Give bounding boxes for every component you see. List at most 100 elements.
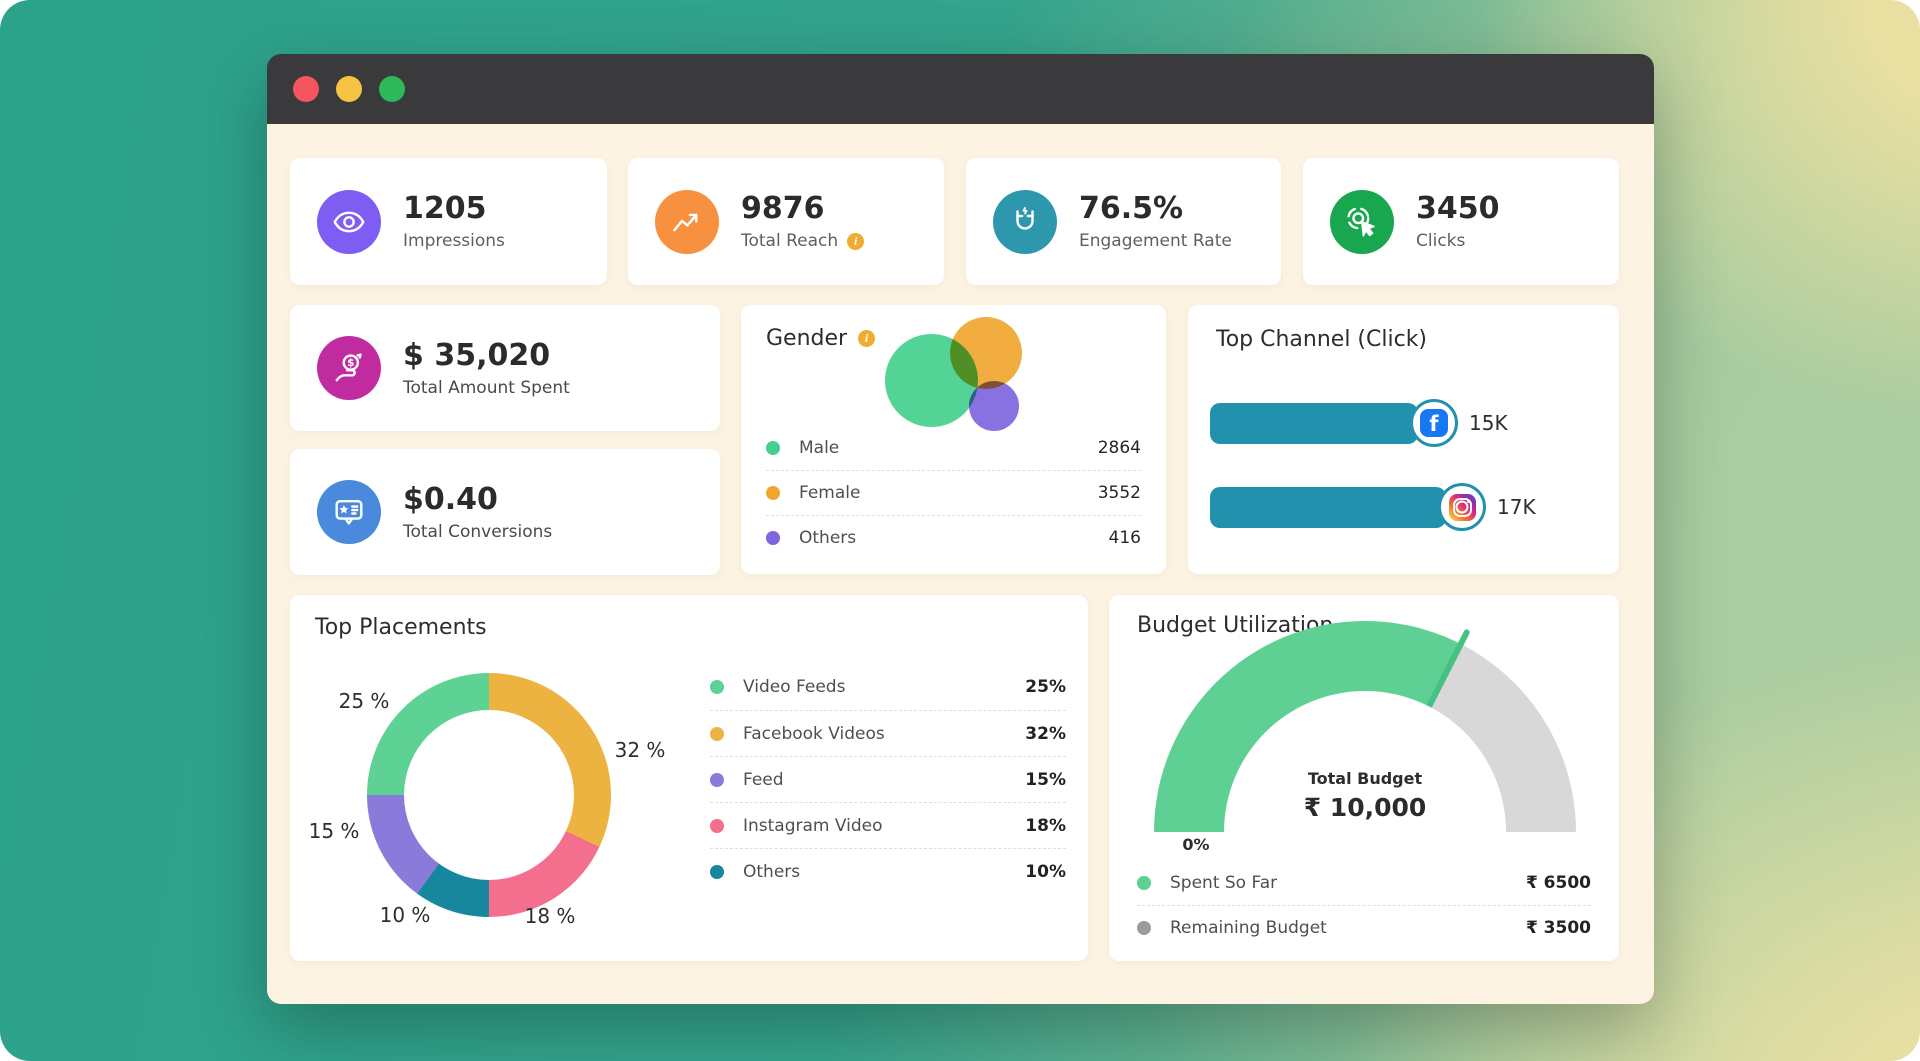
- female-label: Female: [799, 483, 861, 503]
- total-conversions-label: Total Conversions: [403, 521, 553, 542]
- budget-legend-spent: Spent So Far ₹ 6500: [1137, 861, 1591, 905]
- top-placements-title: Top Placements: [315, 615, 487, 640]
- placements-legend-facebook-videos[interactable]: Facebook Videos 32%: [710, 710, 1066, 756]
- gender-title: Gender: [766, 326, 848, 351]
- remaining-budget-value: ₹ 3500: [1525, 917, 1591, 938]
- gender-legend-others[interactable]: Others 416: [766, 515, 1141, 560]
- facebook-videos-label: Facebook Videos: [743, 723, 885, 744]
- cursor-click-icon: [1330, 189, 1394, 254]
- engagement-rate-card: 76.5% Engagement Rate: [966, 158, 1281, 285]
- zoom-window-button[interactable]: [379, 76, 405, 102]
- total-reach-label: Total Reach: [741, 231, 839, 251]
- placements-donut-chart[interactable]: [367, 673, 611, 917]
- clicks-value: 3450: [1416, 191, 1500, 226]
- video-feeds-label: Video Feeds: [743, 677, 846, 697]
- instagram-video-pct: 18%: [1025, 815, 1066, 836]
- spent-so-far-value: ₹ 6500: [1525, 873, 1591, 893]
- instagram-badge: [1438, 483, 1486, 531]
- impressions-value: 1205: [403, 191, 487, 226]
- placements-legend-instagram-video[interactable]: Instagram Video 18%: [710, 802, 1066, 848]
- total-amount-spent-value: $ 35,020: [403, 337, 551, 373]
- arc-label-feed: 15 %: [308, 819, 360, 843]
- others-dot: [766, 531, 780, 545]
- video-feeds-pct: 25%: [1025, 677, 1066, 697]
- engagement-rate-label: Engagement Rate: [1079, 231, 1232, 251]
- impressions-label: Impressions: [403, 231, 505, 251]
- review-bubble-icon: [317, 480, 381, 544]
- clicks-label: Clicks: [1416, 231, 1466, 251]
- remaining-budget-dot: [1137, 920, 1151, 935]
- facebook-videos-dot: [710, 726, 724, 741]
- arc-label-instagram-video: 18 %: [524, 904, 576, 928]
- total-conversions-value: $0.40: [403, 481, 498, 517]
- dashboard-content: 1205 Impressions 9876 Total Reach 76: [267, 124, 1654, 1004]
- placements-legend-video-feeds[interactable]: Video Feeds 25%: [710, 664, 1066, 710]
- top-channel-title: Top Channel (Click): [1216, 327, 1428, 352]
- instagram-icon: [1448, 493, 1476, 521]
- total-reach-card: 9876 Total Reach: [628, 158, 944, 285]
- placement-others-pct: 10%: [1025, 861, 1066, 882]
- instagram-value: 17K: [1497, 495, 1536, 519]
- money-hand-icon: $: [317, 336, 381, 400]
- feed-label: Feed: [743, 769, 784, 790]
- instagram-video-label: Instagram Video: [743, 815, 883, 836]
- video-feeds-dot: [710, 680, 724, 694]
- facebook-videos-pct: 32%: [1025, 723, 1066, 744]
- venn-female-circle: [950, 317, 1022, 389]
- donut-hole: [404, 710, 574, 880]
- minimize-window-button[interactable]: [336, 76, 362, 102]
- top-channel-card: Top Channel (Click) 15K 17K: [1188, 305, 1619, 574]
- female-dot: [766, 486, 780, 500]
- budget-legend-remaining: Remaining Budget ₹ 3500: [1137, 905, 1591, 949]
- remaining-budget-label: Remaining Budget: [1170, 917, 1327, 938]
- trend-up-icon: [655, 189, 719, 254]
- close-window-button[interactable]: [293, 76, 319, 102]
- spent-so-far-label: Spent So Far: [1170, 873, 1278, 893]
- total-conversions-card: $0.40 Total Conversions: [290, 449, 720, 575]
- total-reach-value: 9876: [741, 191, 825, 226]
- placements-legend-others[interactable]: Others 10%: [710, 848, 1066, 894]
- app-window: 1205 Impressions 9876 Total Reach 76: [267, 54, 1654, 1004]
- impressions-card: 1205 Impressions: [290, 158, 607, 285]
- gender-card: Gender Male 2864 Female: [741, 305, 1166, 574]
- info-icon[interactable]: [858, 330, 876, 347]
- instagram-channel-row[interactable]: 17K: [1210, 483, 1603, 531]
- feed-dot: [710, 772, 724, 787]
- budget-utilization-card: Budget Utilization Total Budget ₹ 10,000…: [1109, 595, 1619, 961]
- facebook-value: 15K: [1469, 411, 1508, 435]
- feed-pct: 15%: [1025, 769, 1066, 790]
- placements-legend-feed[interactable]: Feed 15%: [710, 756, 1066, 802]
- info-icon[interactable]: [847, 232, 865, 250]
- total-budget-value: ₹ 10,000: [1303, 793, 1427, 822]
- arc-label-others: 10 %: [379, 903, 431, 927]
- instagram-video-dot: [710, 818, 724, 833]
- eye-icon: [317, 189, 381, 254]
- others-label: Others: [799, 528, 857, 548]
- facebook-channel-row[interactable]: 15K: [1210, 399, 1603, 447]
- clicks-card: 3450 Clicks: [1303, 158, 1619, 285]
- male-value: 2864: [1097, 437, 1141, 458]
- instagram-bar[interactable]: [1210, 486, 1446, 528]
- budget-gauge-chart: [1154, 621, 1576, 833]
- magnet-icon: [993, 189, 1057, 254]
- spent-so-far-dot: [1137, 876, 1151, 890]
- facebook-badge: [1410, 399, 1458, 447]
- male-label: Male: [799, 437, 840, 458]
- engagement-rate-value: 76.5%: [1079, 191, 1184, 226]
- female-value: 3552: [1097, 483, 1141, 503]
- gauge-zero-label: 0%: [1182, 835, 1210, 854]
- total-budget-label: Total Budget: [1307, 769, 1423, 788]
- total-amount-spent-card: $ $ 35,020 Total Amount Spent: [290, 305, 720, 431]
- arc-label-video-feeds: 25 %: [338, 689, 390, 713]
- male-dot: [766, 440, 780, 455]
- svg-text:$: $: [347, 357, 354, 369]
- gender-legend-female[interactable]: Female 3552: [766, 470, 1141, 515]
- gender-legend-male[interactable]: Male 2864: [766, 425, 1141, 470]
- placement-others-dot: [710, 864, 724, 879]
- venn-others-circle: [969, 381, 1019, 431]
- placement-others-label: Others: [743, 861, 801, 882]
- facebook-bar[interactable]: [1210, 402, 1418, 444]
- top-placements-card: Top Placements 25 % 32 % 15 % 10 % 18 % …: [290, 595, 1088, 961]
- others-value: 416: [1108, 528, 1141, 548]
